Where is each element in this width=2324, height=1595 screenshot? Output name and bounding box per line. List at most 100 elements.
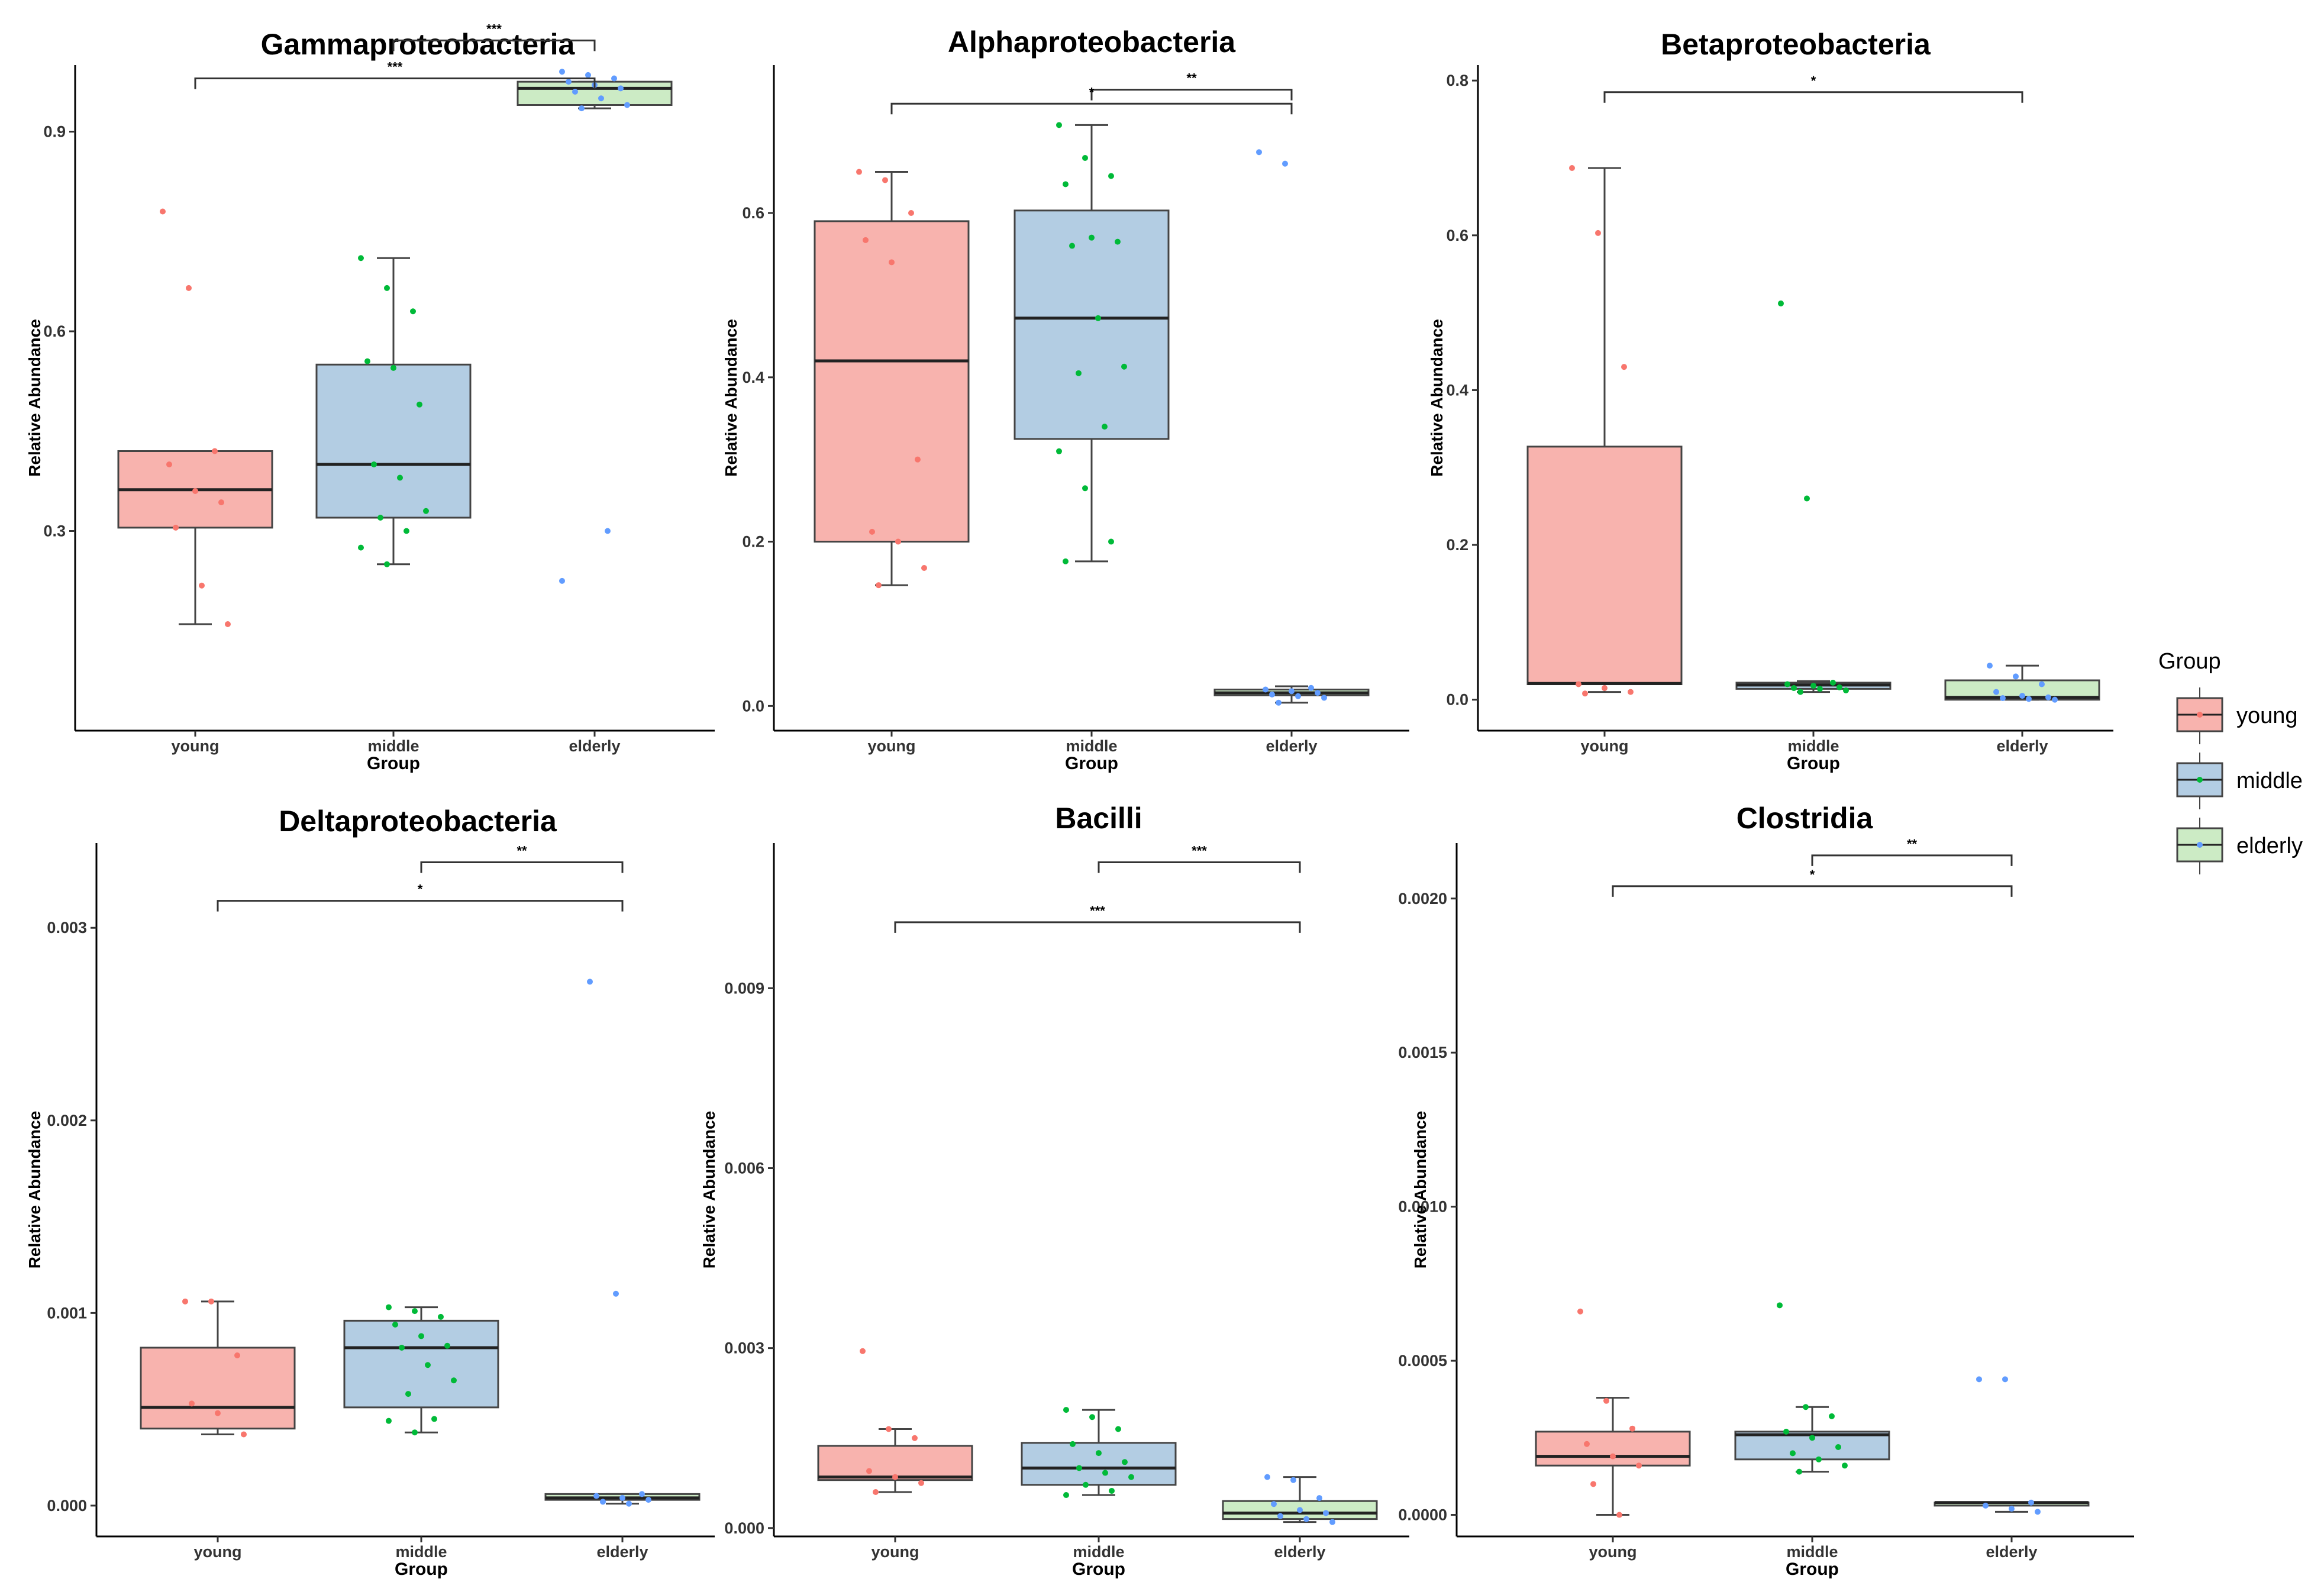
data-point-elderly [1271,1501,1277,1507]
x-tick-label: young [194,1543,242,1561]
data-point-middle [1115,238,1121,245]
data-point-young [1603,1397,1609,1404]
data-point-middle [371,461,377,467]
significance-label: *** [388,60,403,75]
significance-bracket [890,102,1293,115]
x-tick-label: elderly [1274,1543,1325,1561]
data-point-middle [1095,315,1101,321]
x-tick-label: young [1589,1543,1637,1561]
box-young [814,220,970,543]
y-tick-label: 0.4 [1446,381,1468,399]
data-point-young [860,1348,866,1354]
data-point-elderly [624,102,630,108]
data-point-middle [418,1333,424,1339]
significance-label: ** [517,844,527,858]
x-tick-label: young [1581,737,1629,755]
y-tick-label: 0.2 [1446,536,1468,554]
y-tick-label: 0.3 [43,522,66,540]
data-point-young [1636,1462,1642,1469]
data-point-elderly [2052,696,2058,703]
data-point-middle [1070,1441,1076,1447]
data-point-middle [1082,485,1088,492]
data-point-elderly [1329,1519,1335,1525]
box-young [1535,1431,1691,1467]
data-point-elderly [1321,695,1327,701]
data-point-middle [386,1418,392,1424]
data-point-young [1569,164,1575,171]
significance-bracket [894,921,1301,933]
data-point-elderly [579,105,585,112]
significance-label: * [1810,867,1815,882]
x-tick-label: middle [1073,1543,1124,1561]
data-point-elderly [2019,693,2025,699]
data-point-elderly [1276,699,1282,706]
data-point-elderly [572,89,578,95]
data-point-elderly [639,1491,645,1497]
data-point-middle [1804,495,1810,502]
data-point-middle [1109,1487,1115,1494]
y-axis-label: Relative Abundance [700,1111,718,1269]
data-point-middle [404,528,409,534]
data-point-young [166,461,172,467]
data-point-elderly [2028,1499,2034,1506]
data-point-young [912,1435,918,1441]
data-point-elderly [559,69,565,75]
significance-label: *** [486,21,502,36]
data-point-middle [384,561,390,567]
data-point-young [1602,685,1608,692]
significance-label: *** [1090,903,1105,918]
significance-label: * [1089,85,1095,99]
legend-title: Group [2158,649,2221,674]
x-axis-label: Group [1072,1560,1125,1579]
data-point-young [1582,690,1588,697]
data-point-middle [405,1391,411,1397]
x-axis-label: Group [1787,754,1840,773]
data-point-elderly [587,979,593,985]
data-point-middle [1089,1414,1095,1420]
data-point-middle [1809,1435,1815,1441]
x-axis-label: Group [367,754,420,773]
y-axis-label: Relative Abundance [1411,1111,1429,1269]
data-point-middle [1830,679,1836,686]
x-axis-label: Group [1786,1560,1839,1579]
data-point-young [1629,1425,1635,1432]
y-tick-label: 0.6 [1446,227,1468,244]
data-point-young [199,582,205,589]
data-point-middle [377,515,383,521]
y-axis-label: Relative Abundance [1428,319,1446,477]
x-tick-label: middle [367,737,419,755]
data-point-middle [444,1342,450,1349]
data-point-elderly [626,1500,632,1507]
data-point-middle [431,1416,437,1422]
data-point-young [189,1400,195,1407]
data-point-middle [1796,1468,1802,1475]
data-point-middle [1784,681,1790,687]
data-point-elderly [645,1497,651,1503]
data-point-young [895,538,901,545]
x-axis-label: Group [1065,754,1118,773]
data-point-middle [1102,1470,1108,1476]
data-point-young [215,1410,221,1416]
data-point-young [1577,1308,1583,1315]
data-point-young [1576,681,1581,687]
data-point-young [186,285,192,291]
legend-key-point [2197,712,2203,718]
data-point-young [1616,1512,1622,1518]
data-point-young [241,1431,247,1438]
panel-gammaproteobacteria: Gammaproteobacteria 0.3 0.6 0.9 Relative Abu… [25,21,715,773]
y-tick-label: 0.001 [47,1304,87,1322]
y-tick-label: 0.0 [742,697,764,715]
chart-title: Bacilli [1055,802,1142,835]
significance-label: * [1811,73,1816,88]
data-point-middle [358,544,364,551]
y-tick-label: 0.000 [47,1497,87,1515]
data-point-middle [1778,300,1784,306]
data-point-elderly [2009,1506,2015,1512]
data-point-middle [358,255,364,261]
data-point-elderly [1987,663,1993,669]
data-point-elderly [1316,1495,1322,1502]
panel-bacilli: Bacilli 0.000 0.003 0.006 0.009 Relative Abun… [700,802,1409,1579]
data-point-elderly [611,75,617,82]
data-point-elderly [2002,1376,2008,1383]
box-middle [1013,209,1170,440]
